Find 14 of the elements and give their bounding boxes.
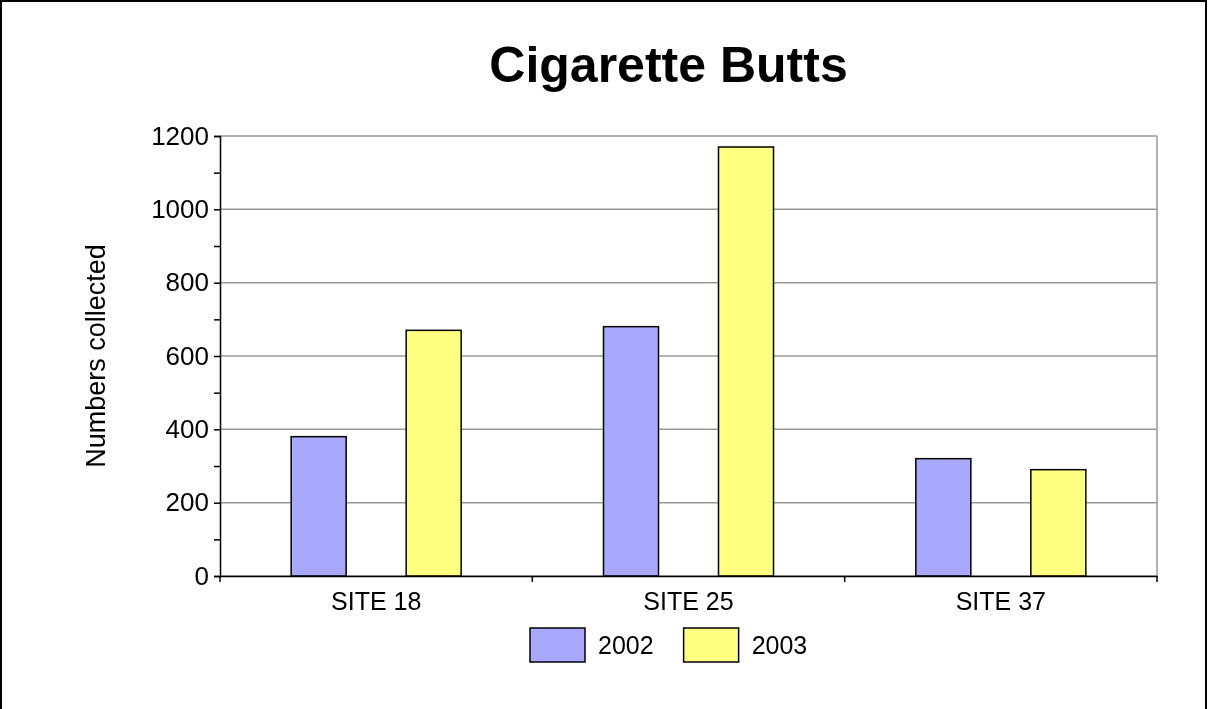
- y-tick-label: 1200: [151, 120, 209, 151]
- y-tick-label: 400: [165, 414, 209, 445]
- x-tick-label: SITE 18: [331, 586, 422, 615]
- chart-title: Cigarette Butts: [489, 37, 848, 93]
- x-tick-label: SITE 25: [643, 586, 734, 615]
- y-tick-label: 0: [194, 560, 209, 591]
- y-tick-label: 800: [165, 267, 209, 298]
- y-tick-label: 200: [165, 487, 209, 518]
- y-tick-label: 600: [165, 340, 209, 371]
- y-axis-title: Numbers collected: [81, 244, 111, 468]
- legend-label: 2002: [598, 631, 654, 659]
- x-tick-label: SITE 37: [955, 586, 1046, 615]
- y-tick-label: 1000: [151, 194, 209, 225]
- legend-label: 2003: [751, 631, 808, 659]
